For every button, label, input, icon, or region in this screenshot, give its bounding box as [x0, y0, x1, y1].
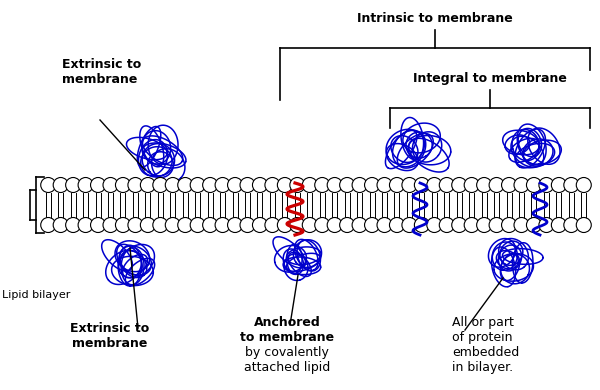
Circle shape	[327, 177, 342, 193]
Circle shape	[365, 177, 380, 193]
Circle shape	[476, 218, 491, 232]
Circle shape	[352, 218, 367, 232]
Circle shape	[277, 177, 292, 193]
Circle shape	[91, 218, 106, 232]
Circle shape	[340, 177, 355, 193]
Circle shape	[115, 218, 130, 232]
Circle shape	[53, 177, 68, 193]
Circle shape	[227, 177, 242, 193]
Text: Lipid bilayer: Lipid bilayer	[2, 290, 70, 300]
Circle shape	[315, 218, 330, 232]
Text: Integral to membrane: Integral to membrane	[413, 72, 567, 85]
Circle shape	[427, 218, 442, 232]
Circle shape	[514, 218, 529, 232]
Circle shape	[389, 177, 404, 193]
Circle shape	[203, 218, 218, 232]
Circle shape	[352, 177, 367, 193]
Circle shape	[265, 177, 280, 193]
Circle shape	[153, 218, 168, 232]
Circle shape	[340, 218, 355, 232]
Circle shape	[190, 177, 205, 193]
Circle shape	[128, 177, 143, 193]
Circle shape	[103, 177, 118, 193]
Text: Extrinsic to
membrane: Extrinsic to membrane	[62, 58, 141, 86]
Circle shape	[377, 218, 392, 232]
Circle shape	[576, 218, 591, 232]
Circle shape	[165, 177, 180, 193]
Circle shape	[415, 218, 430, 232]
Circle shape	[427, 177, 442, 193]
Circle shape	[377, 177, 392, 193]
Circle shape	[115, 177, 130, 193]
Circle shape	[514, 177, 529, 193]
Circle shape	[240, 177, 255, 193]
Circle shape	[128, 218, 143, 232]
Circle shape	[302, 177, 317, 193]
Circle shape	[215, 218, 230, 232]
Circle shape	[315, 177, 330, 193]
Circle shape	[389, 218, 404, 232]
Text: Intrinsic to membrane: Intrinsic to membrane	[357, 12, 513, 25]
Circle shape	[464, 218, 479, 232]
Circle shape	[489, 177, 504, 193]
Text: Anchored
to membrane: Anchored to membrane	[240, 316, 334, 344]
Circle shape	[526, 218, 541, 232]
Circle shape	[253, 218, 268, 232]
Circle shape	[365, 218, 380, 232]
Circle shape	[464, 177, 479, 193]
Circle shape	[65, 177, 80, 193]
Circle shape	[78, 218, 93, 232]
Circle shape	[178, 177, 193, 193]
Circle shape	[439, 177, 454, 193]
Circle shape	[551, 177, 566, 193]
Circle shape	[502, 218, 517, 232]
Circle shape	[190, 218, 205, 232]
Text: Extrinsic to
membrane: Extrinsic to membrane	[70, 322, 149, 350]
Circle shape	[240, 218, 255, 232]
Circle shape	[502, 177, 517, 193]
Circle shape	[140, 218, 155, 232]
Circle shape	[539, 218, 554, 232]
Circle shape	[402, 218, 417, 232]
Circle shape	[65, 218, 80, 232]
Circle shape	[576, 177, 591, 193]
Circle shape	[178, 218, 193, 232]
Circle shape	[290, 177, 305, 193]
Circle shape	[526, 177, 541, 193]
Circle shape	[53, 218, 68, 232]
Circle shape	[140, 177, 155, 193]
Circle shape	[489, 218, 504, 232]
Circle shape	[78, 177, 93, 193]
Circle shape	[551, 218, 566, 232]
Circle shape	[564, 218, 579, 232]
Circle shape	[415, 177, 430, 193]
Circle shape	[564, 177, 579, 193]
Circle shape	[165, 218, 180, 232]
Circle shape	[265, 218, 280, 232]
Circle shape	[327, 218, 342, 232]
Circle shape	[203, 177, 218, 193]
Text: by covalently
attached lipid: by covalently attached lipid	[244, 316, 330, 374]
Circle shape	[215, 177, 230, 193]
Circle shape	[91, 177, 106, 193]
Circle shape	[302, 218, 317, 232]
Circle shape	[153, 177, 168, 193]
Circle shape	[103, 218, 118, 232]
Circle shape	[539, 177, 554, 193]
Circle shape	[476, 177, 491, 193]
Circle shape	[41, 218, 56, 232]
Circle shape	[227, 218, 242, 232]
Circle shape	[439, 218, 454, 232]
Circle shape	[290, 218, 305, 232]
Circle shape	[41, 177, 56, 193]
Circle shape	[452, 218, 467, 232]
Circle shape	[277, 218, 292, 232]
Text: All or part
of protein
embedded
in bilayer.: All or part of protein embedded in bilay…	[452, 316, 519, 374]
Circle shape	[402, 177, 417, 193]
Circle shape	[253, 177, 268, 193]
Circle shape	[452, 177, 467, 193]
